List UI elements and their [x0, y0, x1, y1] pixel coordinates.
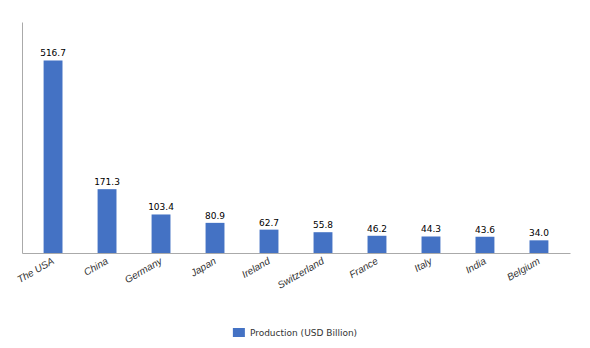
x-tick: Belgium [505, 253, 542, 283]
plot-area: The USA China Germany Japan IrelandSwitzerla… [15, 23, 570, 291]
bar [44, 60, 63, 253]
x-tick-label: India [463, 255, 488, 276]
x-tick-label: France [347, 255, 380, 280]
x-tick: Italy [412, 253, 434, 274]
x-tick-label: Belgium [505, 255, 542, 283]
x-tick-label: Ireland [240, 255, 272, 280]
data-label: 34.0 [529, 228, 549, 238]
x-axis-line [23, 253, 571, 254]
x-tick: Switzerland [275, 253, 326, 291]
x-tick-label: Japan [188, 255, 218, 279]
x-axis: The USA China Germany Japan IrelandSwitzerla… [15, 253, 570, 291]
bar [368, 236, 387, 253]
data-label: 46.2 [367, 224, 387, 234]
data-labels: 516.7 171.3 103.4 80.9 62.7 55.8 46.2 44.3 43.6 3… [40, 48, 549, 238]
legend: Production (USD Billion) [233, 328, 357, 338]
bar [422, 236, 441, 253]
x-tick: France [347, 253, 380, 280]
data-label: 171.3 [94, 177, 120, 187]
data-label: 516.7 [40, 48, 66, 58]
x-tick: Germany [123, 253, 165, 285]
x-tick-label: The USA [15, 255, 56, 285]
bar [314, 232, 333, 253]
y-axis-line [22, 23, 23, 254]
bar [98, 189, 117, 253]
data-label: 55.8 [313, 220, 333, 230]
legend-swatch [233, 328, 245, 337]
bar [206, 223, 225, 253]
legend-label: Production (USD Billion) [250, 328, 357, 338]
y-axis [22, 23, 23, 254]
bars [44, 60, 549, 253]
x-tick-label: Italy [412, 255, 434, 274]
x-tick: Ireland [240, 253, 272, 280]
data-label: 43.6 [475, 225, 495, 235]
bar [152, 214, 171, 253]
bar [476, 237, 495, 253]
bar [530, 240, 549, 253]
x-tick: The USA [15, 253, 56, 285]
data-label: 80.9 [205, 211, 225, 221]
x-tick: China [82, 253, 111, 278]
x-tick: Japan [188, 253, 218, 279]
x-tick: India [463, 253, 488, 276]
bar [260, 230, 279, 253]
data-label: 44.3 [421, 224, 441, 234]
x-tick-label: Switzerland [275, 255, 326, 291]
legend-item: Production (USD Billion) [233, 328, 357, 338]
x-tick-label: China [82, 255, 111, 278]
data-label: 103.4 [148, 202, 174, 212]
data-label: 62.7 [259, 218, 279, 228]
chart: The USA China Germany Japan IrelandSwitzerla… [0, 0, 590, 348]
x-tick-label: Germany [123, 255, 165, 286]
